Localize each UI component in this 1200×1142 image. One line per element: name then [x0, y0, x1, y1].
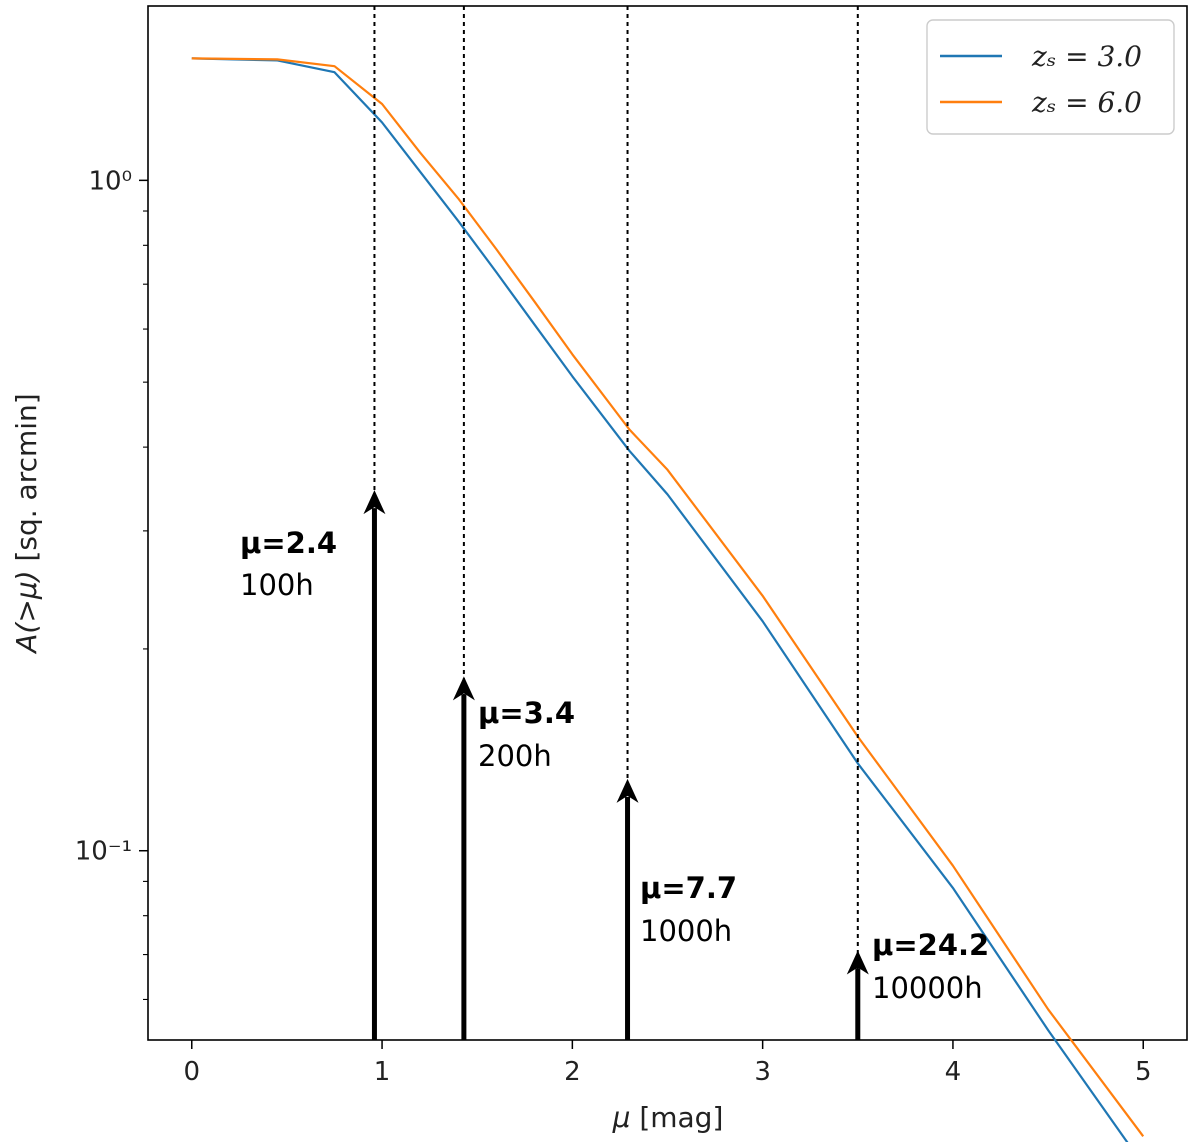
series-line-zs3 — [191, 57, 1129, 1142]
annotation-2-time: 200h — [478, 739, 552, 773]
annotations: μ=2.4 100h μ=3.4 200h μ=7.7 1000h μ=24.2… — [240, 526, 989, 1005]
annotation-3-time: 1000h — [640, 914, 732, 948]
y-axis-label-unit: [sq. arcmin] — [10, 393, 43, 570]
arrow-head — [846, 950, 869, 975]
y-tick-label: 10⁻¹ — [75, 837, 132, 867]
arrow-head — [363, 490, 386, 515]
x-axis-ticks: 0 1 2 3 4 5 — [183, 1040, 1152, 1087]
x-tick-label: 2 — [564, 1057, 581, 1087]
annotation-2-magnification: μ=3.4 — [478, 696, 575, 730]
x-axis-label-unit: [mag] — [630, 1101, 723, 1134]
annotation-1-magnification: μ=2.4 — [240, 526, 337, 560]
arrow-head — [452, 676, 475, 701]
arrows — [363, 490, 869, 1040]
y-axis-label-symbol: A(>μ) — [10, 570, 43, 654]
legend-label-zs6: zₛ = 6.0 — [1031, 86, 1142, 119]
annotation-4-magnification: μ=24.2 — [872, 928, 989, 962]
y-tick-label: 10⁰ — [88, 166, 132, 196]
series-line-zs6 — [191, 57, 1145, 1137]
series-lines — [191, 57, 1145, 1142]
x-tick-label: 4 — [945, 1057, 962, 1087]
x-axis-label: μ [mag] — [612, 1101, 724, 1134]
legend: zₛ = 3.0 zₛ = 6.0 — [926, 19, 1175, 135]
annotation-3-magnification: μ=7.7 — [640, 871, 737, 905]
x-tick-label: 3 — [754, 1057, 771, 1087]
y-axis-label: A(>μ) [sq. arcmin] — [10, 393, 43, 654]
vertical-dashed-lines — [373, 6, 859, 1040]
legend-label-zs3: zₛ = 3.0 — [1031, 40, 1142, 73]
x-tick-label: 0 — [183, 1057, 200, 1087]
legend-box — [926, 19, 1175, 135]
annotation-4-time: 10000h — [872, 971, 983, 1005]
arrow-head — [616, 778, 639, 803]
annotation-1-time: 100h — [240, 568, 314, 602]
x-tick-label: 1 — [374, 1057, 391, 1087]
y-axis-ticks: 10⁰ 10⁻¹ — [75, 166, 148, 1001]
plot-frame — [147, 5, 1188, 1041]
x-tick-label: 5 — [1135, 1057, 1152, 1087]
x-axis-label-symbol: μ — [612, 1101, 631, 1134]
